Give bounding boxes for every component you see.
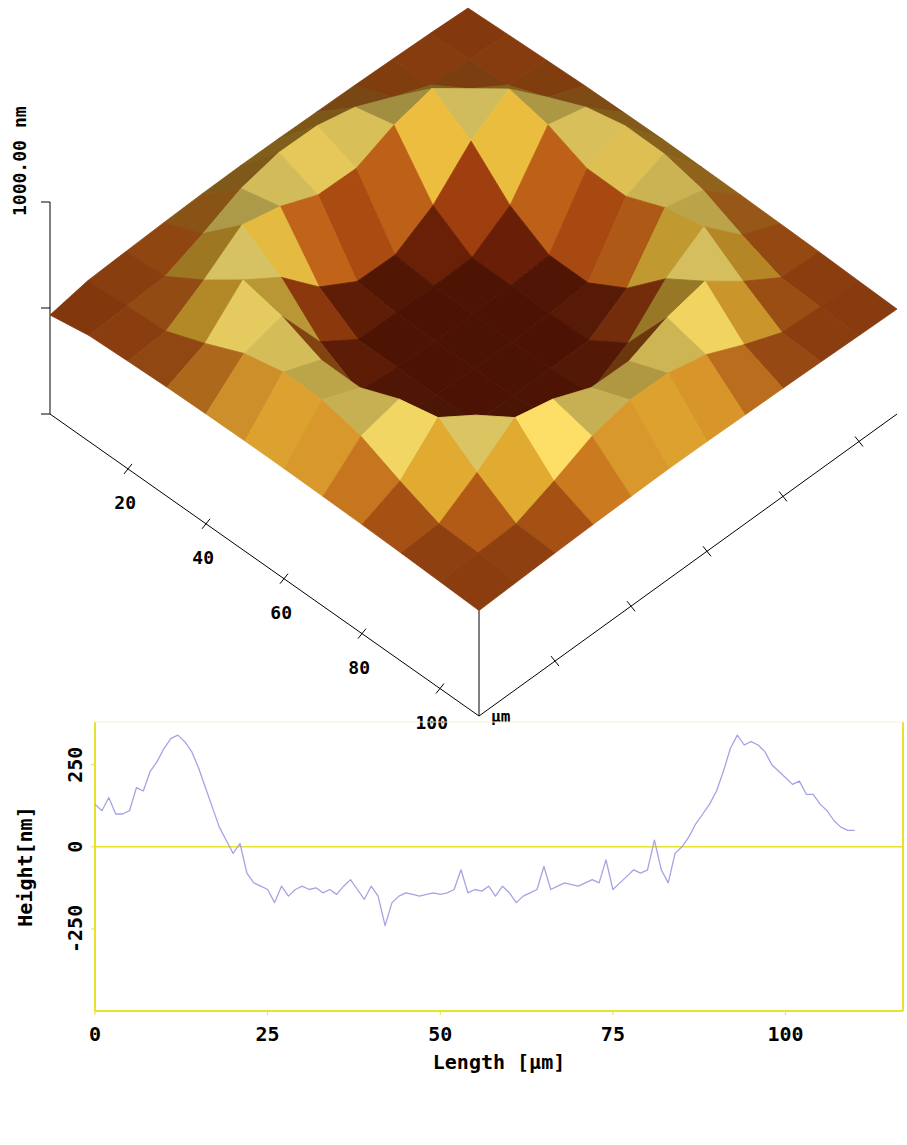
y-tick <box>627 601 635 611</box>
z-tick <box>41 202 50 203</box>
surface-plot: 1000.00nm20406080100µm <box>9 8 897 732</box>
y-tick <box>91 928 95 929</box>
x-tick-label: 75 <box>601 1022 625 1046</box>
y-tick <box>91 764 95 765</box>
x-tick <box>202 519 210 529</box>
x-tick-label: 40 <box>192 547 214 568</box>
x-tick <box>612 1011 613 1015</box>
zero-line <box>95 846 903 848</box>
x-tick <box>358 629 366 639</box>
y-tick <box>855 437 863 447</box>
surface-cell <box>204 225 281 280</box>
y-tick-label: 0 <box>63 841 87 853</box>
x-tick <box>267 1011 268 1015</box>
x-tick-label: 60 <box>270 602 292 623</box>
plot-area <box>95 735 855 926</box>
x-tick <box>95 1011 96 1015</box>
x-tick-label: 25 <box>256 1022 280 1046</box>
x-axis-title: Length [µm] <box>433 1050 565 1074</box>
x-tick <box>436 684 444 694</box>
frame-right <box>902 722 904 1011</box>
x-tick-label: 100 <box>768 1022 804 1046</box>
x-tick <box>124 464 132 474</box>
y-tick <box>91 846 95 847</box>
surface <box>50 8 897 611</box>
surface-cell <box>666 227 743 282</box>
profile-line <box>95 735 855 926</box>
y-tick-label: 250 <box>63 747 87 783</box>
x-tick <box>280 574 288 584</box>
y-tick <box>703 546 711 556</box>
x-tick-label: 0 <box>89 1022 101 1046</box>
y-tick-label: -250 <box>63 905 87 953</box>
front-edge <box>479 611 480 716</box>
z-tick-label: 1000.00 <box>9 140 30 216</box>
figure: 1000.00 nm 20 40 60 80 100 µm0 25 50 75 100 -250 0 250… <box>0 0 907 1145</box>
y-axis-title: Height[nm] <box>13 806 37 926</box>
frame-top <box>95 722 903 723</box>
profile-plot: 0 25 50 75 100 -250 0 250 Length [µm] Height[nm] <box>13 722 903 1074</box>
z-tick <box>41 308 50 309</box>
z-axis-title: nm <box>9 106 30 128</box>
x-axis <box>95 1010 903 1012</box>
x-tick-label: 50 <box>428 1022 452 1046</box>
x-axis-title: µm <box>491 707 511 726</box>
z-tick <box>41 414 50 415</box>
surface-cell <box>440 553 517 611</box>
surface-cell <box>431 59 508 88</box>
x-axis <box>50 414 479 716</box>
x-tick-label: 20 <box>114 492 136 513</box>
x-tick-label: 80 <box>348 657 370 678</box>
y-tick <box>779 491 787 501</box>
y-tick <box>551 656 559 666</box>
x-tick <box>785 1011 786 1015</box>
y-axis <box>94 722 96 1011</box>
x-tick <box>440 1011 441 1015</box>
